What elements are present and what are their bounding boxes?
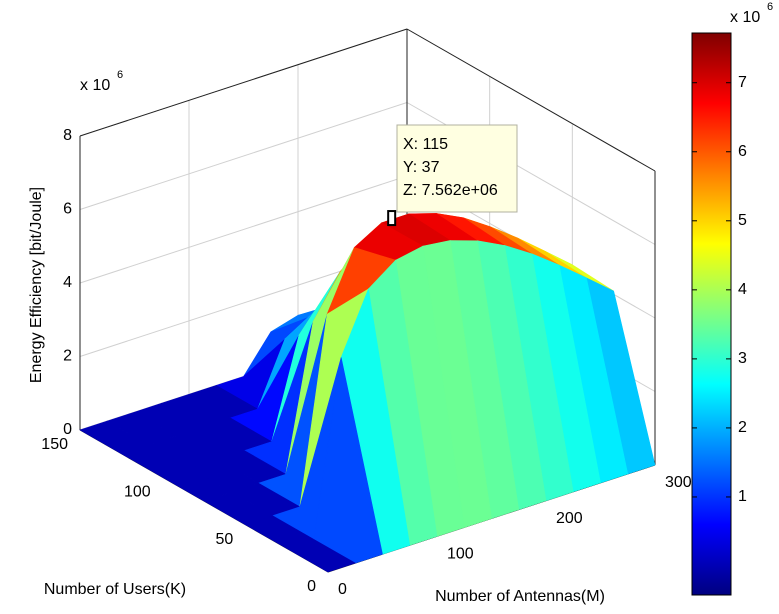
z-scale-exponent: 6 [117,69,123,81]
colorbar-tick-label: 2 [738,419,747,436]
z-tick-label: 4 [63,274,72,291]
surface [79,213,656,573]
z-scale-base: x 10 [80,77,110,94]
z-tick-label: 6 [63,201,72,218]
x-tick-label: 100 [447,546,474,563]
y-axis-label: Number of Users(K) [44,581,186,598]
x-axis-label: Number of Antennas(M) [435,588,605,605]
x-tick-label: 0 [338,581,347,598]
datatip-box [396,124,518,213]
y-tick-label: 0 [307,578,316,595]
colorbar-tick-label: 4 [738,281,747,298]
colorbar: 1 2 3 4 5 6 7 [691,32,747,596]
colorbar-tick-label: 5 [738,212,747,229]
z-axis-label: Energy Efficiency [bit/Joule] [28,187,45,383]
z-tick-label: 8 [63,127,72,144]
colorbar-gradient [691,32,732,596]
colorbar-scale-exponent: 6 [767,1,773,13]
x-tick-label: 200 [556,510,583,527]
grid-line [79,175,408,284]
y-tick-label: 50 [216,531,234,548]
datatip-x: X: 115 [403,136,448,153]
colorbar-tick-label: 1 [738,488,747,505]
labels: Energy Efficiency [bit/Joule] Number of … [28,1,773,605]
datatip-marker [387,210,397,227]
colorbar-tick-label: 6 [738,143,747,160]
grid-line [79,102,408,210]
datatip-z: Z: 7.562e+06 [403,182,498,199]
z-tick-label: 0 [63,421,72,438]
axis-line [79,28,408,137]
colorbar-scale-base: x 10 [730,9,760,26]
x-tick-label: 300 [665,474,692,491]
colorbar-tick-label: 3 [738,350,747,367]
colorbar-tick-label: 7 [738,74,747,91]
z-tick-label: 2 [63,348,72,365]
axis-line [406,28,656,172]
datatip-y: Y: 37 [403,159,440,176]
datatip: X: 115 Y: 37 Z: 7.562e+06 [387,124,518,227]
y-tick-label: 100 [124,484,151,501]
surface-facet [285,539,356,573]
y-tick-label: 150 [41,436,68,453]
